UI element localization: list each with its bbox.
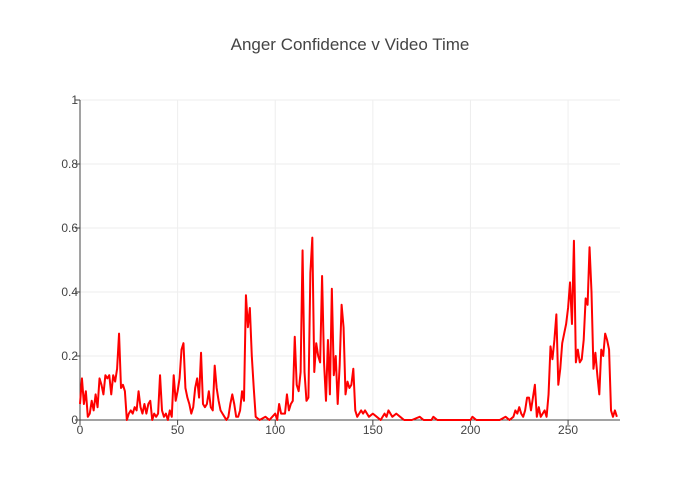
y-tick-label: 0 [71,413,78,427]
y-tick-label: 1 [71,93,78,107]
y-tick-label: 0.6 [61,221,78,235]
x-tick-label: 50 [171,423,185,437]
x-tick-label: 0 [77,423,84,437]
x-tick-label: 100 [265,423,285,437]
x-tick-label: 150 [363,423,383,437]
data-line [79,236,618,421]
y-tick-label: 0.8 [61,157,78,171]
y-tick-label: 0.4 [61,285,78,299]
x-tick-label: 200 [460,423,480,437]
chart-title: Anger Confidence v Video Time [231,35,470,54]
y-tick-label: 0.2 [61,349,78,363]
x-tick-label: 250 [558,423,578,437]
